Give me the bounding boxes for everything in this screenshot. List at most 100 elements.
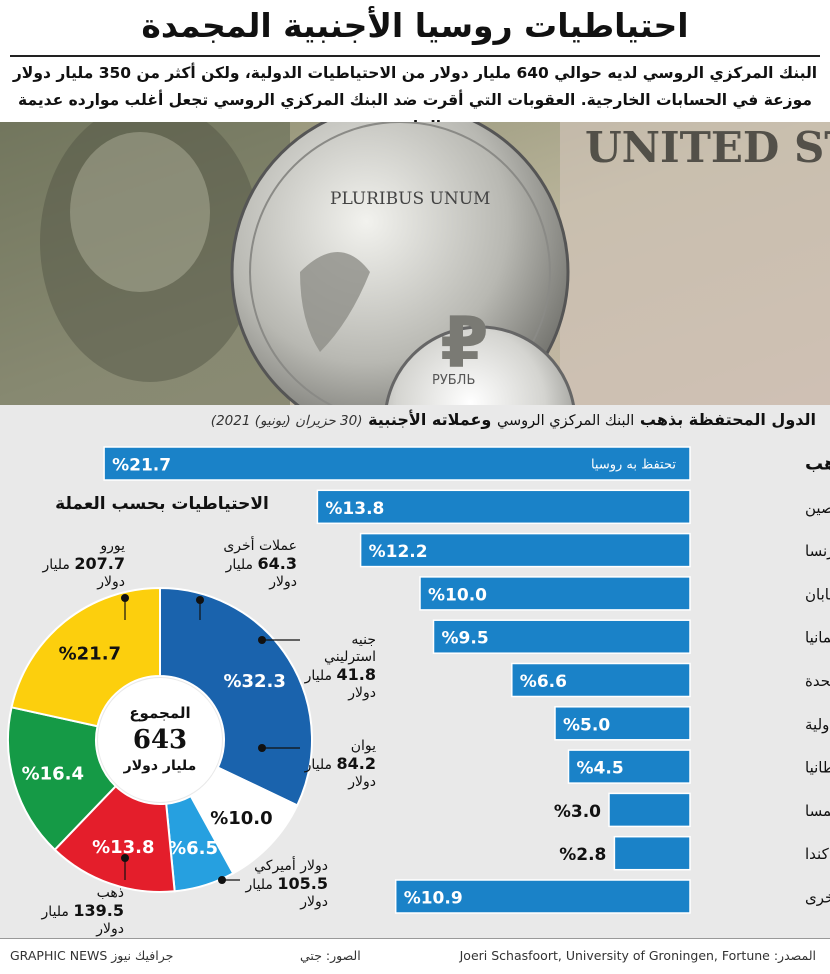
donut-center-value: 643 <box>133 725 187 755</box>
bar-category-label: كندا <box>805 845 830 863</box>
callout-gold-name: ذهب <box>96 885 124 901</box>
callout-gbp-name1: جنيه <box>351 632 376 648</box>
donut-slice-label: %6.5 <box>168 838 218 859</box>
bar-value-label: %10.0 <box>428 585 487 605</box>
bar-category-label: فرنسا <box>805 542 830 560</box>
callout-gbp-amount: 41.8 <box>336 665 376 684</box>
callout-euro: يورو 207.7 مليار دولار <box>40 538 125 591</box>
bill-text: UNITED STATES AMERICA <box>585 123 830 172</box>
donut-slice-label: %16.4 <box>22 764 84 785</box>
bar-category-label: الصين <box>805 499 830 517</box>
bar-value-label: %3.0 <box>554 802 601 822</box>
donut-chart-title: الاحتياطيات بحسب العملة <box>55 494 269 514</box>
bar-4 <box>432 619 691 654</box>
callout-gbp-unit2: دولار <box>348 685 376 701</box>
bar-category-label: ذهب <box>805 454 830 475</box>
callout-other: عملات أخرى 64.3 مليار دولار <box>205 538 297 591</box>
ruble-text: РУБЛЬ <box>432 373 475 388</box>
bar-7 <box>567 749 691 784</box>
callout-gold: ذهب 139.5 مليار دولار <box>14 885 124 938</box>
callout-usd-unit1: مليار <box>245 877 273 893</box>
footer: المصدر: Joeri Schasfoort, University of … <box>0 938 830 974</box>
bar-8 <box>608 792 691 828</box>
donut-slice-label: %32.3 <box>223 671 285 692</box>
coins-photo: UNITED STATES AMERICA PLURIBUS UNUM ₽ РУ… <box>0 122 830 405</box>
bar-category-label: ألمانيا <box>805 628 830 647</box>
bar-value-label: %21.7 <box>112 456 171 476</box>
callout-dot <box>121 854 129 862</box>
bar-value-label: %4.5 <box>577 759 624 779</box>
bar-chart-title-bold: الدول المحتفظة بذهب <box>639 410 816 429</box>
bar-annotation: تحتفظ به روسيا <box>591 458 676 473</box>
bar-value-label: %10.9 <box>404 889 463 909</box>
callout-gold-amount: 139.5 <box>73 901 124 920</box>
donut-center-unit: مليار دولار <box>123 758 197 774</box>
page-title: احتياطيات روسيا الأجنبية المجمدة <box>141 6 689 45</box>
bar-6 <box>554 706 691 741</box>
callout-yuan-name: يوان <box>350 738 376 754</box>
callout-euro-unit2: دولار <box>97 574 125 590</box>
bar-category-label: اليابان <box>805 585 830 603</box>
callout-dot <box>258 744 266 752</box>
brand-logo: GRAPHIC NEWS جرافيك نيوز <box>10 948 174 963</box>
donut-slice <box>10 586 161 728</box>
bar-chart-title: الدول المحتفظة بذهب البنك المركزي الروسي… <box>211 410 816 429</box>
callout-other-unit1: مليار <box>225 557 254 573</box>
bar-category-label: النمسا <box>805 802 830 820</box>
callout-euro-unit1: مليار <box>42 557 70 573</box>
donut-slice-label: %21.7 <box>59 644 121 665</box>
callout-dot <box>218 876 226 884</box>
callout-usd-amount: 105.5 <box>277 874 328 893</box>
callout-other-name: عملات أخرى <box>223 538 297 554</box>
callout-gbp-unit1: مليار <box>304 668 333 684</box>
callout-usd-name: دولار أميركي <box>254 858 328 874</box>
source-credit: المصدر: Joeri Schasfoort, University of … <box>459 948 816 963</box>
bar-value-label: %2.8 <box>559 845 606 865</box>
callout-usd-unit2: دولار <box>300 894 328 910</box>
bar-10 <box>394 879 691 914</box>
callout-gbp: جنيه استرليني 41.8 مليار دولار <box>302 632 376 702</box>
ruble-symbol: ₽ <box>440 302 489 384</box>
callout-yuan-unit1: مليار <box>304 757 333 773</box>
bar-chart-title-light: البنك المركزي الروسي <box>496 413 635 429</box>
callout-euro-name: يورو <box>100 538 125 554</box>
donut-slice <box>7 706 118 852</box>
photo-credit: الصور: جتي <box>300 948 361 963</box>
callout-yuan: يوان 84.2 مليار دولار <box>302 738 376 791</box>
bar-value-label: %6.6 <box>520 672 567 692</box>
callout-dot <box>258 636 266 644</box>
title-divider <box>10 55 820 57</box>
bar-chart-title-bold2: وعملاته الأجنبية <box>368 410 492 429</box>
donut-hole <box>98 678 222 802</box>
bar-category-label: بريطانيا <box>805 759 830 777</box>
callout-other-unit2: دولار <box>269 574 297 590</box>
donut-slice <box>159 586 313 807</box>
bar-3 <box>419 576 691 611</box>
bar-value-label: %5.0 <box>563 715 610 735</box>
callout-dot <box>196 596 204 604</box>
bar-category-label: دول أخرى <box>805 888 830 907</box>
callout-euro-amount: 207.7 <box>74 554 125 573</box>
bar-value-label: %9.5 <box>442 629 489 649</box>
donut-slice-label: %10.0 <box>210 808 272 829</box>
bar-1 <box>316 489 691 525</box>
bar-5 <box>511 662 691 698</box>
bar-value-label: %12.2 <box>369 542 428 562</box>
bar-value-label: %13.8 <box>325 499 384 519</box>
callout-dot <box>121 594 129 602</box>
subtitle-line-1: البنك المركزي الروسي لديه حوالي 640 مليا… <box>12 64 818 82</box>
donut-center-title: المجموع <box>129 704 190 722</box>
callout-usd: دولار أميركي 105.5 مليار دولار <box>232 858 328 911</box>
bar-category-label: الولايات المتحدة <box>805 672 830 690</box>
bar-9 <box>613 835 691 871</box>
donut-slice-label: %13.8 <box>92 837 154 858</box>
callout-gold-unit: مليار دولار <box>41 904 124 937</box>
callout-gbp-name2: استرليني <box>324 649 376 665</box>
bar-0 <box>103 446 691 481</box>
callout-other-amount: 64.3 <box>257 554 297 573</box>
bar-chart-date: (30 حزيران (يونيو) 2021) <box>210 413 363 429</box>
coin-text: PLURIBUS UNUM <box>330 189 490 209</box>
bar-2 <box>359 532 691 568</box>
callout-yuan-unit2: دولار <box>348 774 376 790</box>
